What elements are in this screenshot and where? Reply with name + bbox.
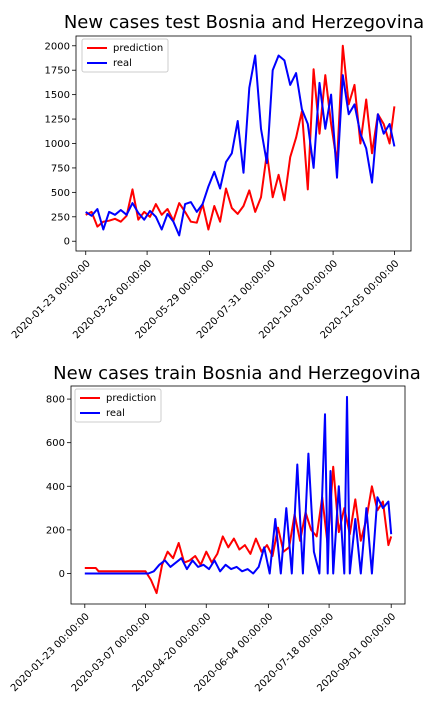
y-tick-label: 750 <box>51 163 70 174</box>
legend-label-prediction: prediction <box>113 43 163 54</box>
y-tick-label: 500 <box>51 188 70 199</box>
test-chart: New cases test Bosnia and Herzegovina 0 2… <box>10 12 424 341</box>
y-tick-label: 1000 <box>45 139 70 150</box>
series-line-prediction <box>84 465 393 595</box>
legend: prediction real <box>81 38 169 73</box>
series-line-real <box>85 54 396 237</box>
legend: prediction real <box>74 388 162 423</box>
y-tick-label: 800 <box>46 395 65 406</box>
y-tick-label: 200 <box>46 525 65 536</box>
y-tick-label: 1250 <box>45 115 70 126</box>
series-lines <box>84 395 393 595</box>
y-tick-label: 400 <box>46 482 65 493</box>
y-tick-label: 1750 <box>45 66 70 77</box>
y-tick-label: 600 <box>46 438 65 449</box>
series-line-real <box>84 395 393 575</box>
y-tick-label: 250 <box>51 212 70 223</box>
y-tick-label: 2000 <box>45 41 70 52</box>
legend-label-prediction: prediction <box>106 393 156 404</box>
y-tick-label: 0 <box>59 569 65 580</box>
series-line-prediction <box>85 44 396 231</box>
legend-label-real: real <box>106 408 125 419</box>
chart-title: New cases test Bosnia and Herzegovina <box>64 12 424 33</box>
legend-label-real: real <box>113 58 132 69</box>
y-tick-label: 1500 <box>45 90 70 101</box>
series-lines <box>85 44 396 237</box>
y-tick-label: 0 <box>64 237 70 248</box>
chart-title: New cases train Bosnia and Herzegovina <box>53 363 421 384</box>
train-chart: New cases train Bosnia and Herzegovina 0… <box>9 363 421 694</box>
